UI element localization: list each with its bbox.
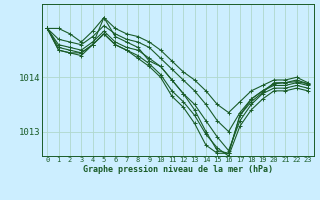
- X-axis label: Graphe pression niveau de la mer (hPa): Graphe pression niveau de la mer (hPa): [83, 165, 273, 174]
